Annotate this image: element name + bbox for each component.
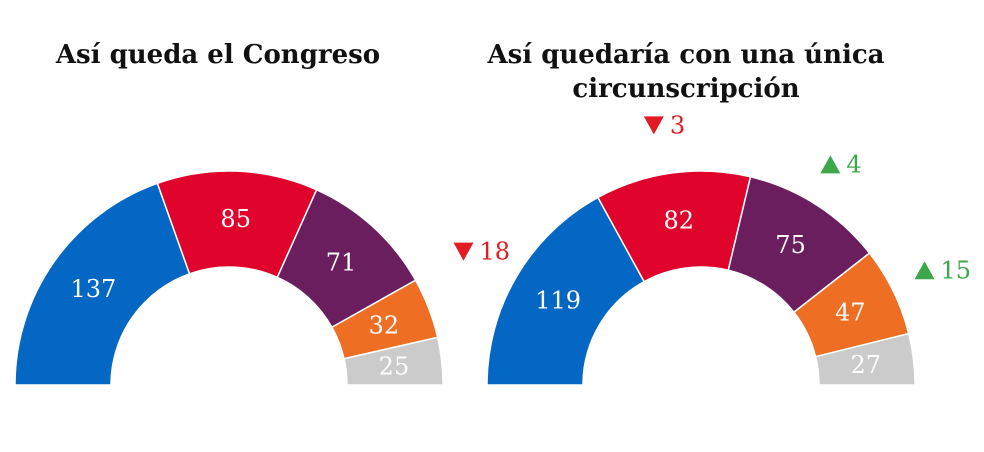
seat-change-orange: 15: [914, 256, 972, 284]
seat-count-label: 32: [369, 311, 400, 339]
seat-change-red: 3: [643, 111, 685, 139]
seat-change-value: 18: [479, 238, 510, 266]
seat-count-label: 119: [535, 286, 581, 314]
seat-count-label: 82: [663, 207, 694, 235]
seat-count-label: 85: [220, 205, 251, 233]
seat-count-label: 25: [379, 352, 410, 380]
seat-count-label: 27: [851, 351, 882, 379]
seat-count-label: 47: [835, 298, 866, 326]
seat-change-value: 4: [846, 150, 861, 178]
triangle-up-icon: [820, 155, 841, 174]
seat-count-label: 137: [70, 275, 116, 303]
seat-change-blue: 18: [453, 238, 510, 266]
seat-segment-grey: [814, 332, 916, 386]
triangle-down-icon: [643, 116, 664, 135]
seat-segment-blue: [14, 182, 191, 386]
chart-title-line-2: circunscripción: [572, 74, 800, 104]
triangle-down-icon: [453, 242, 474, 261]
chart-title-current: Así queda el Congreso: [0, 38, 436, 72]
chart-title-current-text: Así queda el Congreso: [55, 40, 381, 70]
seat-change-value: 15: [941, 256, 972, 284]
seat-change-value: 3: [670, 111, 685, 139]
seat-segment-blue: [486, 196, 646, 386]
seat-change-purple: 4: [820, 150, 862, 178]
chart-title-line-1: Así quedaría con una única: [487, 40, 885, 70]
seat-count-label: 71: [326, 248, 357, 276]
triangle-up-icon: [914, 261, 935, 280]
chart-title-single-constituency: Así quedaría con una única circunscripci…: [468, 38, 904, 106]
seat-count-label: 75: [775, 231, 806, 259]
seat-segment-grey: [343, 336, 444, 386]
